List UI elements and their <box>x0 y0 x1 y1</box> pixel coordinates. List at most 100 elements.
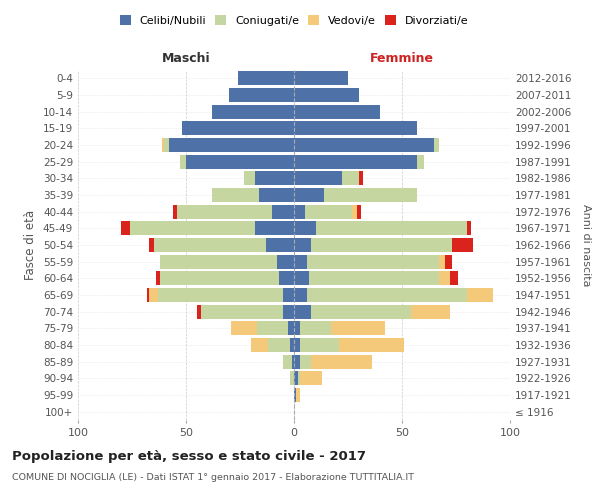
Bar <box>309 271 439 285</box>
Bar <box>251 338 268 352</box>
Bar <box>283 304 294 319</box>
Bar <box>417 154 424 169</box>
Bar <box>162 138 164 152</box>
Bar <box>294 238 311 252</box>
Bar <box>294 388 296 402</box>
Bar <box>331 322 385 336</box>
Bar <box>294 288 307 302</box>
Bar <box>147 288 149 302</box>
Bar <box>294 271 309 285</box>
Bar <box>294 138 434 152</box>
Bar <box>439 254 445 269</box>
Bar <box>255 171 294 186</box>
Bar <box>301 338 340 352</box>
Text: COMUNE DI NOCIGLIA (LE) - Dati ISTAT 1° gennaio 2017 - Elaborazione TUTTITALIA.I: COMUNE DI NOCIGLIA (LE) - Dati ISTAT 1° … <box>12 472 414 482</box>
Bar <box>182 121 294 136</box>
Bar <box>266 238 294 252</box>
Bar <box>340 338 404 352</box>
Bar <box>160 271 279 285</box>
Bar <box>294 221 316 236</box>
Bar <box>294 121 417 136</box>
Bar <box>307 254 439 269</box>
Bar <box>287 322 294 336</box>
Bar <box>294 171 341 186</box>
Bar <box>178 204 272 219</box>
Bar <box>356 204 361 219</box>
Bar <box>311 304 410 319</box>
Bar <box>467 221 471 236</box>
Bar <box>410 304 449 319</box>
Text: Femmine: Femmine <box>370 52 434 65</box>
Bar <box>279 271 294 285</box>
Bar <box>294 304 311 319</box>
Bar <box>257 322 287 336</box>
Bar <box>294 354 301 369</box>
Bar <box>130 221 255 236</box>
Bar <box>179 154 186 169</box>
Bar <box>164 138 169 152</box>
Bar <box>283 288 294 302</box>
Bar <box>283 354 292 369</box>
Bar <box>149 238 154 252</box>
Bar <box>294 338 301 352</box>
Bar <box>292 354 294 369</box>
Bar <box>201 304 283 319</box>
Bar <box>439 271 449 285</box>
Bar <box>294 71 348 86</box>
Bar <box>301 371 322 386</box>
Bar <box>307 288 467 302</box>
Bar <box>352 204 356 219</box>
Text: Maschi: Maschi <box>161 52 211 65</box>
Bar <box>316 221 467 236</box>
Bar <box>244 171 255 186</box>
Bar <box>158 288 283 302</box>
Bar <box>294 154 417 169</box>
Legend: Celibi/Nubili, Coniugati/e, Vedovi/e, Divorziati/e: Celibi/Nubili, Coniugati/e, Vedovi/e, Di… <box>115 10 473 30</box>
Bar <box>229 88 294 102</box>
Bar <box>294 254 307 269</box>
Bar <box>154 238 266 252</box>
Bar <box>341 171 359 186</box>
Bar <box>212 104 294 118</box>
Bar <box>160 254 277 269</box>
Bar <box>359 171 363 186</box>
Bar <box>294 88 359 102</box>
Bar <box>290 338 294 352</box>
Bar <box>301 322 331 336</box>
Bar <box>294 322 301 336</box>
Bar <box>311 354 372 369</box>
Bar <box>277 254 294 269</box>
Text: Popolazione per età, sesso e stato civile - 2017: Popolazione per età, sesso e stato civil… <box>12 450 366 463</box>
Bar <box>294 188 324 202</box>
Bar <box>467 288 493 302</box>
Y-axis label: Anni di nascita: Anni di nascita <box>581 204 591 286</box>
Bar <box>301 354 311 369</box>
Bar <box>449 271 458 285</box>
Bar <box>238 71 294 86</box>
Bar <box>173 204 178 219</box>
Bar <box>232 322 257 336</box>
Bar <box>197 304 201 319</box>
Bar <box>296 388 301 402</box>
Bar <box>272 204 294 219</box>
Bar <box>294 104 380 118</box>
Bar <box>311 238 452 252</box>
Bar <box>298 371 301 386</box>
Bar <box>156 271 160 285</box>
Bar <box>305 204 352 219</box>
Bar <box>212 188 259 202</box>
Bar <box>255 221 294 236</box>
Bar <box>186 154 294 169</box>
Bar <box>294 371 298 386</box>
Bar <box>121 221 130 236</box>
Bar <box>149 288 158 302</box>
Bar <box>268 338 290 352</box>
Y-axis label: Fasce di età: Fasce di età <box>25 210 37 280</box>
Bar <box>445 254 452 269</box>
Bar <box>169 138 294 152</box>
Bar <box>290 371 294 386</box>
Bar <box>452 238 473 252</box>
Bar <box>434 138 439 152</box>
Bar <box>324 188 417 202</box>
Bar <box>294 204 305 219</box>
